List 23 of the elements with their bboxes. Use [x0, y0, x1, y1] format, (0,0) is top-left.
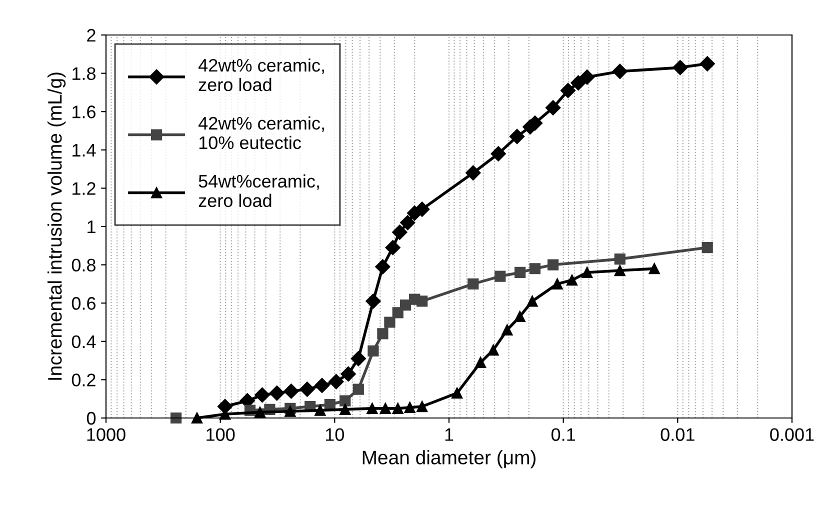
y-axis-title: Incremental intrusion volume (mL/g): [48, 72, 66, 380]
y-tick-label: 0.8: [72, 258, 96, 272]
y-tick-label: 1.2: [72, 182, 96, 195]
y-tick-label: 1.8: [72, 67, 96, 80]
y-tick-label: 0.4: [72, 335, 96, 348]
legend-label: 54wt%ceramic, zero load: [198, 174, 319, 208]
x-tick-label: 10: [326, 428, 344, 441]
y-tick-label: 2: [87, 28, 96, 42]
y-tick-label: 0.2: [72, 374, 96, 386]
y-tick-label: 0.6: [72, 297, 96, 310]
x-tick-label: 1000: [87, 428, 126, 441]
x-tick-label: 100: [206, 428, 235, 441]
y-tick-label: 1.6: [72, 106, 96, 118]
x-tick-label: 1: [445, 428, 454, 441]
x-tick-label: 0.1: [551, 428, 576, 441]
y-tick-label: 1.4: [72, 144, 96, 156]
x-tick-label: 0.01: [660, 428, 694, 441]
legend-label: 42wt% ceramic, 10% eutectic: [198, 116, 324, 150]
y-tick-label: 0: [86, 412, 96, 425]
x-tick-label: 0.001: [770, 428, 814, 441]
x-axis-title: Mean diameter (μm): [362, 450, 536, 468]
legend-label: 42wt% ceramic, zero load: [198, 58, 324, 92]
y-tick-label: 1: [88, 220, 96, 234]
